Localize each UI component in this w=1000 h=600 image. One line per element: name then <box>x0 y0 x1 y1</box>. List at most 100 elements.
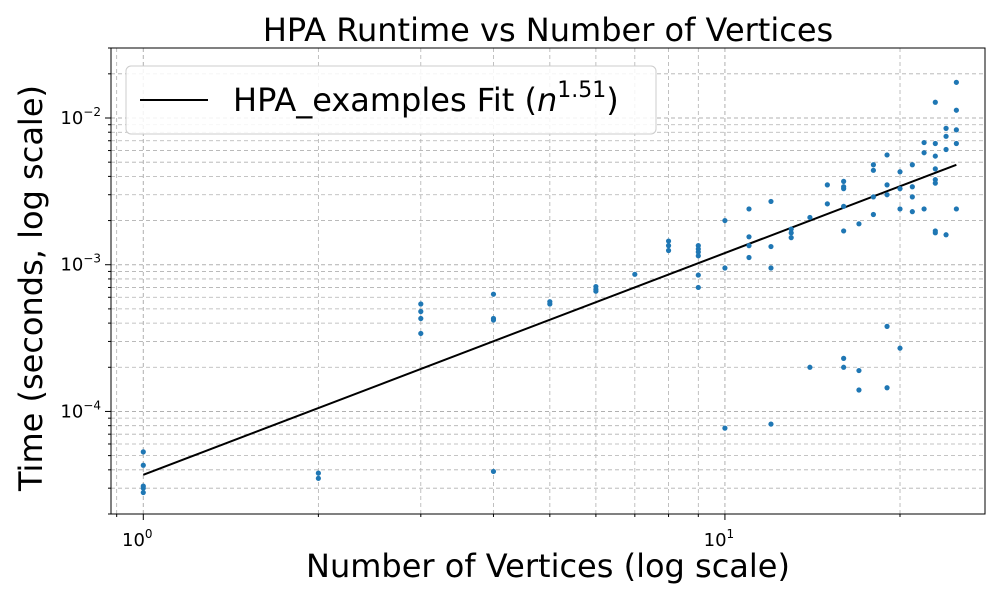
data-point <box>632 271 638 277</box>
data-point <box>788 230 794 236</box>
data-point <box>418 308 424 315</box>
data-point <box>943 125 949 131</box>
data-point <box>921 139 927 146</box>
scatter-points <box>140 79 959 496</box>
data-point <box>746 206 752 212</box>
data-point <box>418 315 424 322</box>
data-point <box>841 355 847 361</box>
data-point <box>856 387 862 393</box>
chart-title: HPA Runtime vs Number of Vertices <box>263 11 833 49</box>
data-point <box>943 133 949 139</box>
data-point <box>909 209 915 215</box>
data-point <box>140 483 146 489</box>
data-point <box>824 182 830 188</box>
data-point <box>593 288 599 294</box>
legend-label: HPA_examples Fit (n1.51) <box>233 78 619 119</box>
data-point <box>841 178 847 184</box>
data-point <box>807 214 813 221</box>
legend-box <box>125 65 657 135</box>
data-point <box>921 206 927 212</box>
data-point <box>921 150 927 156</box>
data-point <box>870 162 876 168</box>
data-point <box>932 230 938 236</box>
data-point <box>768 243 774 250</box>
data-point <box>897 206 903 212</box>
fit-line <box>142 163 957 476</box>
data-point <box>909 184 915 190</box>
data-point <box>841 364 847 370</box>
data-point <box>315 470 321 476</box>
data-point <box>943 232 949 238</box>
data-point <box>665 247 672 254</box>
data-point <box>932 166 938 172</box>
data-point <box>953 107 959 113</box>
data-point <box>722 217 728 224</box>
data-point <box>418 301 424 307</box>
data-point <box>856 367 862 374</box>
data-point <box>807 364 813 370</box>
data-point <box>841 203 847 209</box>
data-point <box>722 425 728 431</box>
data-point <box>746 243 752 249</box>
data-point <box>932 140 938 147</box>
data-point <box>768 198 774 205</box>
axis-ticks: 100 101 10−4 10−3 10−2 <box>60 47 901 551</box>
y-tick-label: 10−4 <box>60 398 101 422</box>
data-point <box>418 330 424 337</box>
data-point <box>870 194 876 200</box>
data-point <box>490 468 497 475</box>
data-point <box>953 127 959 133</box>
data-point <box>746 254 752 261</box>
data-point <box>884 385 890 391</box>
data-point <box>953 206 959 212</box>
data-point <box>788 226 794 232</box>
data-point <box>897 345 903 351</box>
data-point <box>953 140 959 147</box>
data-point <box>824 201 830 207</box>
data-point <box>897 186 903 192</box>
data-point <box>695 253 701 259</box>
plot-frame <box>110 47 986 515</box>
data-point <box>943 146 949 153</box>
data-point <box>746 234 752 240</box>
y-tick-label: 10−2 <box>60 105 101 129</box>
data-point <box>140 489 146 496</box>
data-point <box>884 192 890 198</box>
data-point <box>884 152 890 158</box>
x-axis-label: Number of Vertices (log scale) <box>306 547 790 585</box>
y-tick-label: 10−3 <box>60 252 101 276</box>
data-point <box>788 235 794 241</box>
data-point <box>932 180 938 186</box>
data-point <box>768 421 774 427</box>
data-point <box>953 79 959 85</box>
data-point <box>665 238 672 244</box>
data-point <box>140 449 146 455</box>
data-point <box>856 221 862 227</box>
data-point <box>140 462 146 468</box>
data-point <box>547 301 553 307</box>
data-point <box>897 169 903 175</box>
data-point <box>490 317 497 323</box>
data-point <box>722 265 728 271</box>
data-point <box>695 284 701 291</box>
data-point <box>665 243 672 249</box>
data-point <box>932 153 938 159</box>
legend: HPA_examples Fit (n1.51) <box>125 65 657 135</box>
x-tick-label: 100 <box>122 527 153 551</box>
data-point <box>932 99 938 105</box>
data-point <box>490 291 497 297</box>
data-point <box>768 265 774 271</box>
data-point <box>884 323 890 329</box>
data-point <box>870 167 876 173</box>
data-point <box>315 475 321 481</box>
fit-line-group <box>142 163 957 476</box>
y-axis-label: Time (seconds, log scale) <box>12 85 50 492</box>
data-point <box>870 211 876 218</box>
data-point <box>695 249 701 255</box>
data-point <box>841 228 847 234</box>
data-point <box>884 182 890 188</box>
x-tick-label: 101 <box>704 527 735 551</box>
data-point <box>695 272 701 278</box>
data-point <box>909 162 915 168</box>
